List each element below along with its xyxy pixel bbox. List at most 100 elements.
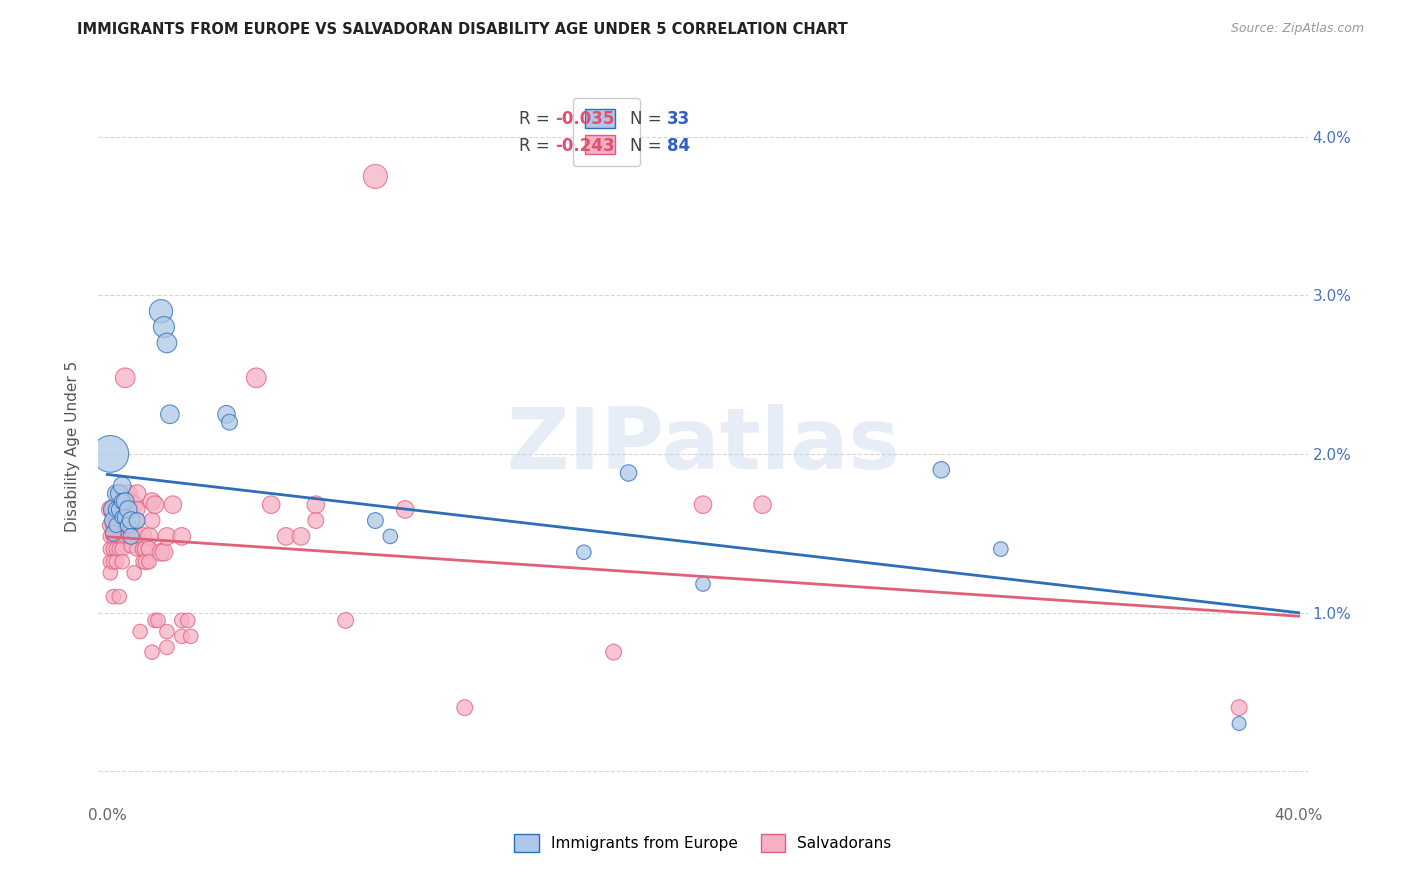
Point (111, 478, 134, 492)
Text: Source: ZipAtlas.com: Source: ZipAtlas.com (1230, 22, 1364, 36)
Point (162, 498, 184, 512)
Y-axis label: Disability Age Under 5: Disability Age Under 5 (65, 360, 80, 532)
Point (138, 529, 160, 543)
Point (156, 335, 179, 350)
Point (117, 514, 139, 528)
Text: ZIPatlas: ZIPatlas (506, 404, 900, 488)
Point (108, 542, 131, 557)
Point (108, 486, 131, 500)
Point (103, 529, 125, 543)
Point (108, 486, 131, 500)
Point (751, 498, 773, 512)
Text: R =: R = (519, 137, 555, 155)
Point (692, 577, 714, 591)
Point (156, 529, 179, 543)
Point (135, 555, 157, 569)
Text: N =: N = (630, 111, 668, 128)
Text: -0.035: -0.035 (555, 111, 614, 128)
Point (111, 555, 134, 569)
Point (117, 529, 139, 543)
Point (454, 700, 477, 714)
Point (127, 514, 149, 528)
Point (103, 502, 125, 516)
Point (103, 555, 125, 569)
Point (98, 529, 121, 543)
Point (170, 529, 193, 543)
Point (122, 566, 145, 580)
Point (108, 590, 131, 604)
Point (290, 529, 312, 543)
Point (1227, 716, 1250, 731)
Point (218, 415, 240, 429)
Point (127, 529, 149, 543)
Point (143, 498, 166, 512)
Point (105, 502, 128, 516)
Point (105, 518, 128, 533)
Point (120, 523, 142, 537)
Point (138, 542, 160, 557)
Point (105, 529, 128, 543)
Text: -0.243: -0.243 (555, 137, 614, 155)
Point (105, 486, 128, 500)
Point (617, 466, 640, 480)
Point (692, 498, 714, 512)
Point (159, 407, 181, 421)
Point (98, 502, 121, 516)
Point (117, 502, 139, 516)
Point (364, 169, 387, 184)
Point (111, 510, 134, 524)
Point (117, 502, 139, 516)
Point (108, 529, 131, 543)
Point (111, 529, 134, 543)
Point (103, 518, 125, 533)
Point (103, 514, 125, 528)
Point (135, 542, 157, 557)
Point (103, 526, 125, 541)
Point (170, 629, 193, 643)
Point (114, 371, 136, 385)
Point (129, 624, 152, 639)
Point (380, 529, 402, 543)
Point (153, 320, 176, 334)
Point (149, 304, 172, 318)
Legend: Immigrants from Europe, Salvadorans: Immigrants from Europe, Salvadorans (506, 827, 900, 859)
Point (120, 529, 142, 543)
Point (120, 514, 142, 528)
Point (170, 614, 193, 628)
Point (98, 555, 121, 569)
Point (132, 529, 155, 543)
Point (127, 486, 149, 500)
Point (177, 614, 200, 628)
Point (114, 529, 136, 543)
Point (141, 514, 163, 528)
Point (572, 545, 595, 559)
Point (114, 510, 136, 524)
Point (141, 645, 163, 659)
Point (114, 494, 136, 508)
Point (149, 545, 172, 559)
Point (602, 645, 624, 659)
Point (98, 542, 121, 557)
Point (105, 555, 128, 569)
Point (364, 514, 387, 528)
Point (305, 498, 328, 512)
Text: 84: 84 (666, 137, 690, 155)
Point (103, 590, 125, 604)
Point (127, 502, 149, 516)
Point (103, 502, 125, 516)
Point (117, 486, 139, 500)
Point (103, 542, 125, 557)
Point (105, 542, 128, 557)
Point (245, 371, 267, 385)
Point (305, 514, 328, 528)
Text: 33: 33 (666, 111, 690, 128)
Point (990, 542, 1012, 557)
Point (108, 502, 131, 516)
Point (929, 463, 952, 477)
Point (132, 542, 155, 557)
Point (105, 502, 128, 516)
Point (120, 507, 142, 521)
Point (335, 614, 357, 628)
Point (122, 498, 145, 512)
Point (146, 614, 169, 628)
